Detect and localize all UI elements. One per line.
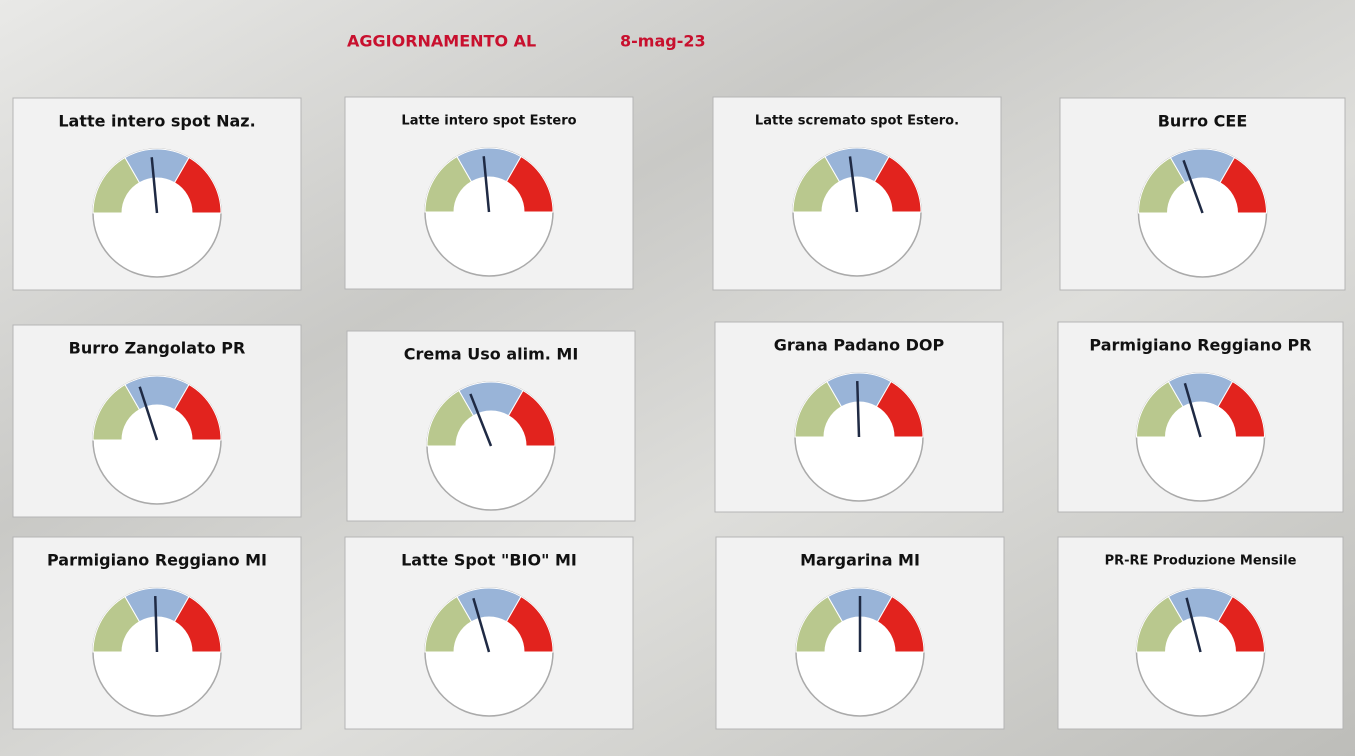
- gauge-needle: [1183, 382, 1202, 438]
- gauge-panel: Margarina MI: [715, 536, 1005, 730]
- gauge-band: [875, 380, 924, 438]
- gauge-needle: [472, 597, 491, 653]
- gauge-title: Latte intero spot Naz.: [58, 112, 255, 131]
- gauge-needle: [1182, 159, 1204, 214]
- gauge-title: Crema Uso alim. MI: [404, 345, 579, 364]
- gauge-panel: Burro CEE: [1059, 97, 1346, 291]
- gauge-band: [1217, 380, 1266, 438]
- gauge-title: Grana Padano DOP: [774, 336, 945, 355]
- gauge-band: [173, 595, 222, 653]
- gauge-needle: [855, 380, 861, 438]
- gauge-panel: Parmigiano Reggiano PR: [1057, 321, 1344, 513]
- gauge-title: PR-RE Produzione Mensile: [1105, 554, 1297, 569]
- gauge-needle: [150, 157, 159, 214]
- gauge-title: Burro Zangolato PR: [69, 339, 246, 358]
- gauge-band: [873, 155, 922, 213]
- gauge-panel: Latte intero spot Estero: [344, 96, 634, 290]
- gauge-panel: Latte intero spot Naz.: [12, 97, 302, 291]
- gauge-title: Margarina MI: [800, 551, 920, 570]
- gauge-band: [507, 389, 556, 447]
- gauge-band: [876, 595, 925, 653]
- gauge-title: Parmigiano Reggiano MI: [47, 551, 267, 570]
- gauge-needle: [153, 595, 159, 653]
- gauge-title: Latte Spot "BIO" MI: [401, 551, 577, 570]
- gauge-needle: [138, 386, 159, 441]
- gauge-band: [173, 383, 222, 441]
- gauge-title: Burro CEE: [1158, 112, 1248, 131]
- gauge-panel: Parmigiano Reggiano MI: [12, 536, 302, 730]
- gauge-band: [173, 156, 222, 214]
- gauge-panel: Latte Spot "BIO" MI: [344, 536, 634, 730]
- gauge-band: [1217, 595, 1266, 653]
- gauge-panel: Crema Uso alim. MI: [346, 330, 636, 522]
- gauge-band: [505, 595, 554, 653]
- header-label: AGGIORNAMENTO AL: [347, 32, 536, 51]
- gauge-band: [505, 155, 554, 213]
- gauge-needle: [469, 393, 493, 447]
- gauge-title: Latte intero spot Estero: [401, 114, 576, 129]
- gauge-band: [1219, 156, 1268, 214]
- gauge-panel: PR-RE Produzione Mensile: [1057, 536, 1344, 730]
- header-date: 8-mag-23: [620, 32, 706, 51]
- gauge-title: Latte scremato spot Estero.: [755, 114, 959, 129]
- gauge-needle: [482, 156, 491, 213]
- gauge-needle: [1185, 597, 1202, 653]
- gauge-needle: [848, 156, 859, 213]
- gauge-title: Parmigiano Reggiano PR: [1089, 336, 1311, 355]
- gauge-panel: Latte scremato spot Estero.: [712, 96, 1002, 291]
- gauge-panel: Burro Zangolato PR: [12, 324, 302, 518]
- gauge-panel: Grana Padano DOP: [714, 321, 1004, 513]
